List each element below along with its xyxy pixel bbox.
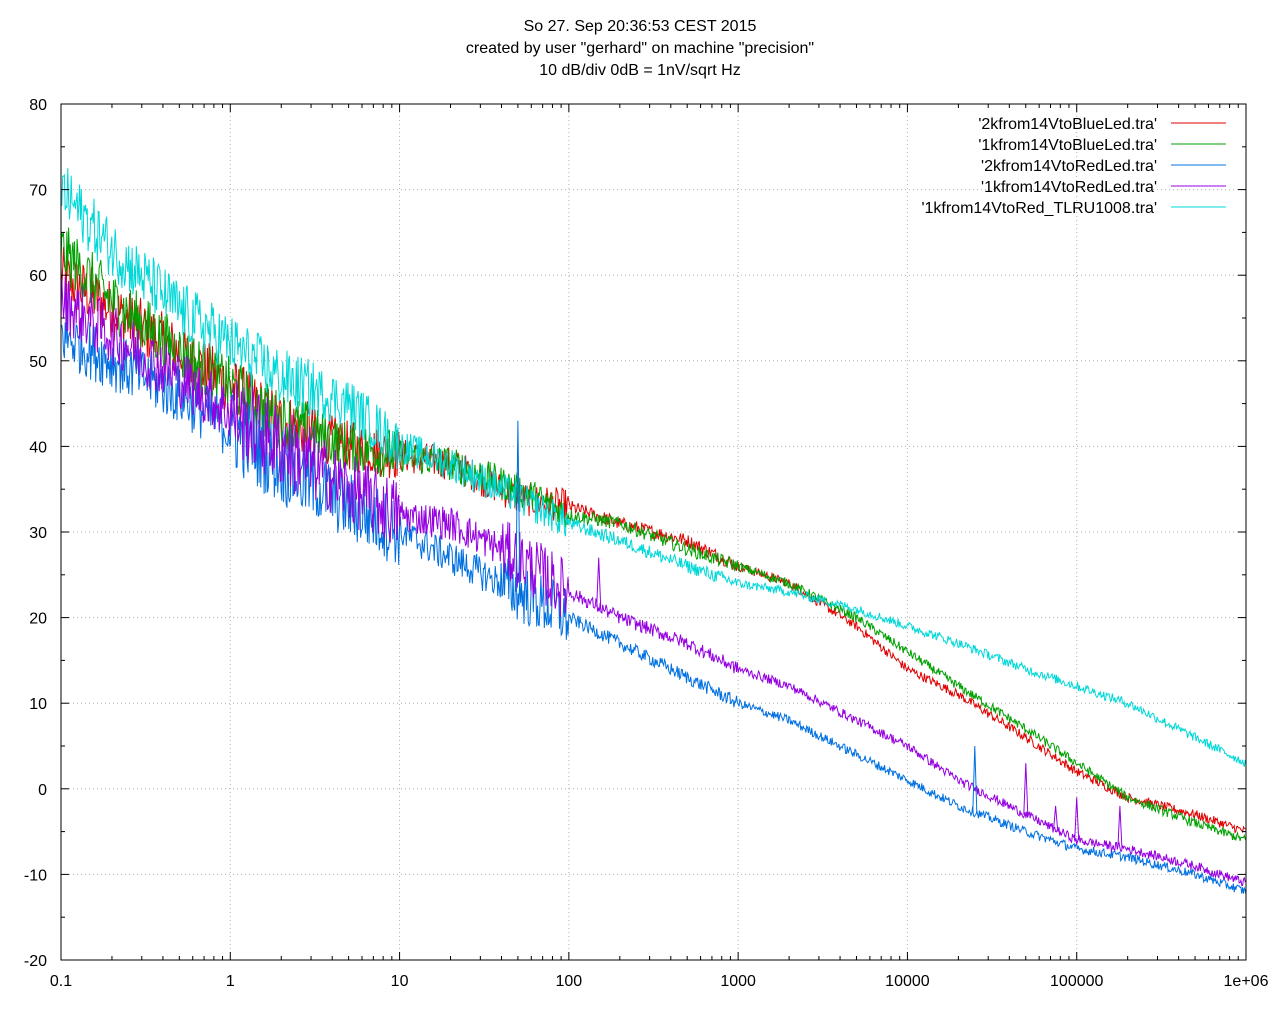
y-tick-label: 10 — [29, 696, 47, 713]
x-tick-label: 1 — [226, 973, 235, 990]
legend-label: '1kfrom14VtoRed_TLRU1008.tra' — [921, 200, 1157, 217]
x-tick-label: 1e+06 — [1224, 973, 1269, 990]
chart-title-line-1: So 27. Sep 20:36:53 CEST 2015 — [523, 18, 757, 35]
x-tick-label: 100000 — [1050, 973, 1103, 990]
x-tick-label: 10 — [391, 973, 409, 990]
y-tick-label: 20 — [29, 611, 47, 628]
y-tick-label: 70 — [29, 183, 47, 200]
y-tick-label: 80 — [29, 97, 47, 114]
series-spike — [1074, 797, 1080, 841]
series-spike — [515, 420, 521, 592]
x-tick-label: 1000 — [720, 973, 756, 990]
y-tick-label: 30 — [29, 525, 47, 542]
y-tick-label: -10 — [24, 867, 47, 884]
y-tick-label: 60 — [29, 268, 47, 285]
series-spike — [596, 557, 602, 607]
y-tick-label: 40 — [29, 439, 47, 456]
series-line — [60, 247, 1247, 834]
series-spike — [1117, 805, 1123, 848]
series-lines — [60, 168, 1247, 895]
legend-label: '2kfrom14VtoBlueLed.tra' — [978, 116, 1157, 133]
series-line — [60, 276, 1247, 887]
legend-label: '2kfrom14VtoRedLed.tra' — [981, 158, 1157, 175]
legend: '2kfrom14VtoBlueLed.tra' '1kfrom14VtoBlue… — [921, 116, 1226, 217]
series-line — [60, 227, 1247, 842]
y-tick-label: -20 — [24, 953, 47, 970]
x-tick-label: 10000 — [885, 973, 930, 990]
series-spike — [1053, 805, 1059, 830]
legend-label: '1kfrom14VtoBlueLed.tra' — [978, 137, 1157, 154]
y-tick-label: 0 — [38, 782, 47, 799]
y-tick-label: 50 — [29, 354, 47, 371]
series-spike — [1023, 763, 1029, 815]
series-spike — [972, 745, 978, 813]
x-tick-label: 0.1 — [50, 973, 72, 990]
chart-title-line-3: 10 dB/div 0dB = 1nV/sqrt Hz — [539, 62, 741, 79]
legend-label: '1kfrom14VtoRedLed.tra' — [981, 179, 1157, 196]
series-line — [60, 168, 1247, 767]
x-tick-label: 100 — [556, 973, 583, 990]
chart-title-line-2: created by user "gerhard" on machine "pr… — [465, 40, 815, 57]
series-line — [60, 314, 1247, 895]
